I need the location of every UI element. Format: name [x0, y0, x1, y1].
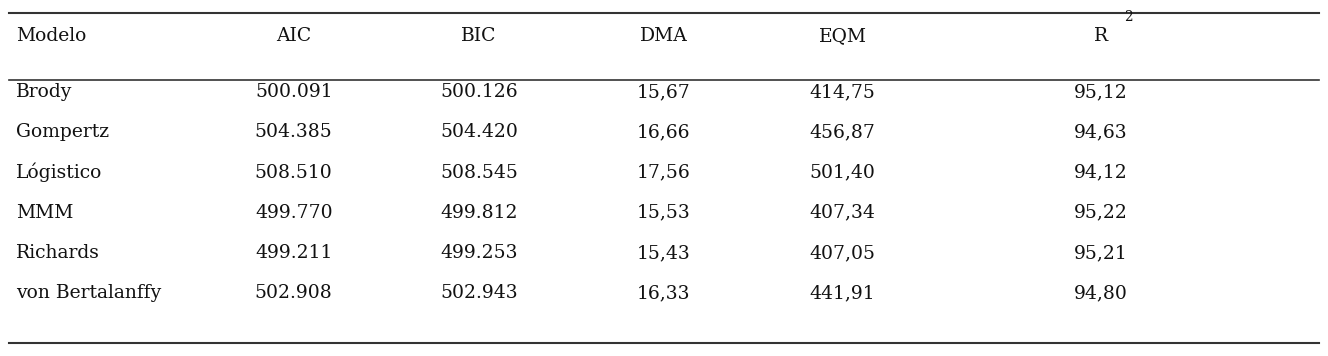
Text: EQM: EQM: [818, 27, 867, 45]
Text: MMM: MMM: [16, 204, 73, 222]
Text: 15,43: 15,43: [637, 244, 691, 262]
Text: 456,87: 456,87: [810, 123, 875, 141]
Text: 499.211: 499.211: [255, 244, 332, 262]
Text: 95,12: 95,12: [1073, 83, 1127, 101]
Text: 499.812: 499.812: [440, 204, 518, 222]
Text: 502.908: 502.908: [255, 284, 332, 302]
Text: 17,56: 17,56: [637, 163, 691, 182]
Text: 500.091: 500.091: [255, 83, 332, 101]
Text: Modelo: Modelo: [16, 27, 86, 45]
Text: 16,33: 16,33: [637, 284, 691, 302]
Text: 504.385: 504.385: [255, 123, 332, 141]
Text: 414,75: 414,75: [810, 83, 875, 101]
Text: 15,53: 15,53: [637, 204, 691, 222]
Text: 499.770: 499.770: [255, 204, 332, 222]
Text: Lógistico: Lógistico: [16, 162, 102, 182]
Text: 94,80: 94,80: [1073, 284, 1127, 302]
Text: 94,12: 94,12: [1073, 163, 1127, 182]
Text: 16,66: 16,66: [637, 123, 691, 141]
Text: Richards: Richards: [16, 244, 100, 262]
Text: 504.420: 504.420: [440, 123, 518, 141]
Text: 15,67: 15,67: [637, 83, 691, 101]
Text: 508.510: 508.510: [255, 163, 332, 182]
Text: BIC: BIC: [461, 27, 497, 45]
Text: 407,34: 407,34: [810, 204, 875, 222]
Text: Gompertz: Gompertz: [16, 123, 109, 141]
Text: 94,63: 94,63: [1073, 123, 1127, 141]
Text: 502.943: 502.943: [440, 284, 518, 302]
Text: 499.253: 499.253: [440, 244, 518, 262]
Text: 2: 2: [1125, 10, 1133, 24]
Text: 501,40: 501,40: [810, 163, 875, 182]
Text: 407,05: 407,05: [810, 244, 875, 262]
Text: 95,22: 95,22: [1073, 204, 1127, 222]
Text: 95,21: 95,21: [1073, 244, 1127, 262]
Text: 500.126: 500.126: [440, 83, 518, 101]
Text: Brody: Brody: [16, 83, 73, 101]
Text: 441,91: 441,91: [810, 284, 875, 302]
Text: R: R: [1094, 27, 1108, 45]
Text: von Bertalanffy: von Bertalanffy: [16, 284, 161, 302]
Text: DMA: DMA: [640, 27, 688, 45]
Text: AIC: AIC: [276, 27, 311, 45]
Text: 508.545: 508.545: [440, 163, 518, 182]
